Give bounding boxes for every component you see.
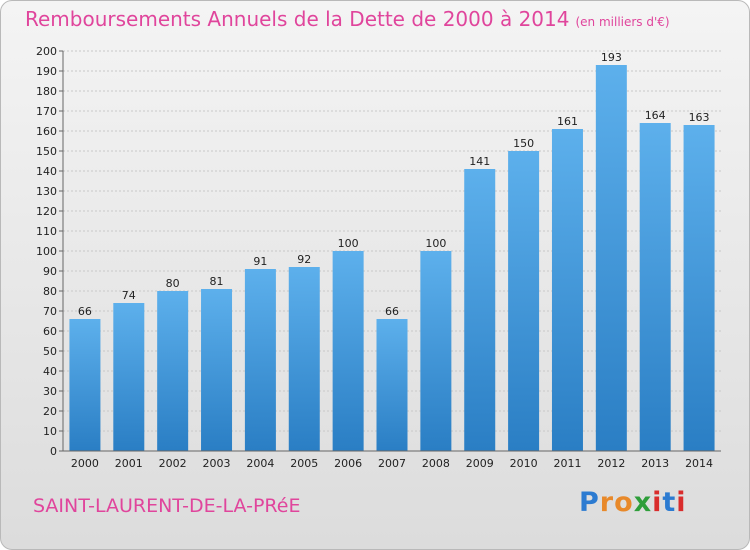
x-tick-label: 2013 bbox=[641, 457, 669, 470]
y-tick-label: 190 bbox=[36, 65, 57, 78]
bar bbox=[508, 151, 540, 451]
logo-letter: i bbox=[652, 487, 663, 518]
y-tick-label: 40 bbox=[43, 365, 57, 378]
value-label: 100 bbox=[338, 237, 359, 250]
y-tick-label: 0 bbox=[50, 445, 57, 458]
value-label: 161 bbox=[557, 115, 578, 128]
logo-letter: x bbox=[633, 487, 653, 518]
y-tick-label: 110 bbox=[36, 225, 57, 238]
value-label: 80 bbox=[166, 277, 180, 290]
y-tick-label: 160 bbox=[36, 125, 57, 138]
y-tick-label: 50 bbox=[43, 345, 57, 358]
logo-letter: r bbox=[599, 487, 615, 518]
x-tick-label: 2004 bbox=[246, 457, 274, 470]
chart-subtitle: (en milliers d'€) bbox=[575, 15, 670, 29]
bar bbox=[595, 65, 627, 451]
logo-letter: P bbox=[579, 487, 600, 518]
y-axis-ticks: 0 10 20 30 40 50 60 70 80 90 100 110 120 130 140 150 160… bbox=[36, 45, 63, 458]
y-tick-label: 120 bbox=[36, 205, 57, 218]
y-tick-label: 100 bbox=[36, 245, 57, 258]
y-tick-label: 30 bbox=[43, 385, 57, 398]
value-label: 74 bbox=[122, 289, 136, 302]
value-label: 164 bbox=[645, 109, 666, 122]
commune-name: SAINT-LAURENT-DE-LA-PRéE bbox=[33, 495, 301, 517]
axes bbox=[62, 51, 721, 452]
logo-letter: i bbox=[676, 487, 687, 518]
x-tick-label: 2006 bbox=[334, 457, 362, 470]
y-tick-label: 10 bbox=[43, 425, 57, 438]
x-tick-label: 2003 bbox=[203, 457, 231, 470]
logo-letter: t bbox=[662, 487, 677, 518]
bar bbox=[639, 123, 671, 451]
x-tick-label: 2007 bbox=[378, 457, 406, 470]
y-tick-label: 150 bbox=[36, 145, 57, 158]
y-tick-label: 60 bbox=[43, 325, 57, 338]
y-tick-label: 70 bbox=[43, 305, 57, 318]
value-label: 91 bbox=[253, 255, 267, 268]
bar bbox=[332, 251, 364, 451]
value-labels: 66 74 80 81 91 92 100 66 100 141 150 161 193 164 163 bbox=[78, 51, 710, 318]
value-label: 163 bbox=[689, 111, 710, 124]
bar bbox=[201, 289, 233, 451]
bar bbox=[288, 267, 320, 451]
value-label: 66 bbox=[385, 305, 399, 318]
chart-title-text: Remboursements Annuels de la Dette de 20… bbox=[25, 7, 570, 31]
value-label: 92 bbox=[297, 253, 311, 266]
bar bbox=[113, 303, 145, 451]
x-tick-label: 2014 bbox=[685, 457, 713, 470]
x-tick-label: 2001 bbox=[115, 457, 143, 470]
bar bbox=[420, 251, 452, 451]
y-tick-label: 140 bbox=[36, 165, 57, 178]
x-tick-label: 2012 bbox=[597, 457, 625, 470]
x-tick-label: 2011 bbox=[553, 457, 581, 470]
value-label: 193 bbox=[601, 51, 622, 64]
value-label: 66 bbox=[78, 305, 92, 318]
value-label: 81 bbox=[210, 275, 224, 288]
bar bbox=[376, 319, 408, 451]
bar bbox=[551, 129, 583, 451]
bars bbox=[69, 65, 715, 451]
y-tick-label: 170 bbox=[36, 105, 57, 118]
bar bbox=[69, 319, 101, 451]
chart-title: Remboursements Annuels de la Dette de 20… bbox=[25, 7, 670, 31]
y-tick-label: 80 bbox=[43, 285, 57, 298]
value-label: 141 bbox=[469, 155, 490, 168]
y-tick-label: 20 bbox=[43, 405, 57, 418]
x-tick-label: 2005 bbox=[290, 457, 318, 470]
x-tick-label: 2009 bbox=[466, 457, 494, 470]
y-tick-label: 200 bbox=[36, 45, 57, 58]
x-tick-label: 2000 bbox=[71, 457, 99, 470]
proxiti-logo: Proxiti bbox=[579, 487, 687, 518]
x-tick-label: 2010 bbox=[510, 457, 538, 470]
value-label: 150 bbox=[513, 137, 534, 150]
x-tick-label: 2002 bbox=[159, 457, 187, 470]
bar bbox=[683, 125, 715, 451]
bar bbox=[464, 169, 496, 451]
logo-letter: o bbox=[614, 487, 634, 518]
bar bbox=[157, 291, 189, 451]
y-tick-label: 130 bbox=[36, 185, 57, 198]
value-label: 100 bbox=[425, 237, 446, 250]
x-axis-ticks: 2000 2001 2002 2003 2004 2005 2006 2007 2008 2009… bbox=[71, 457, 713, 470]
bar bbox=[244, 269, 276, 451]
x-tick-label: 2008 bbox=[422, 457, 450, 470]
y-tick-label: 180 bbox=[36, 85, 57, 98]
y-tick-label: 90 bbox=[43, 265, 57, 278]
